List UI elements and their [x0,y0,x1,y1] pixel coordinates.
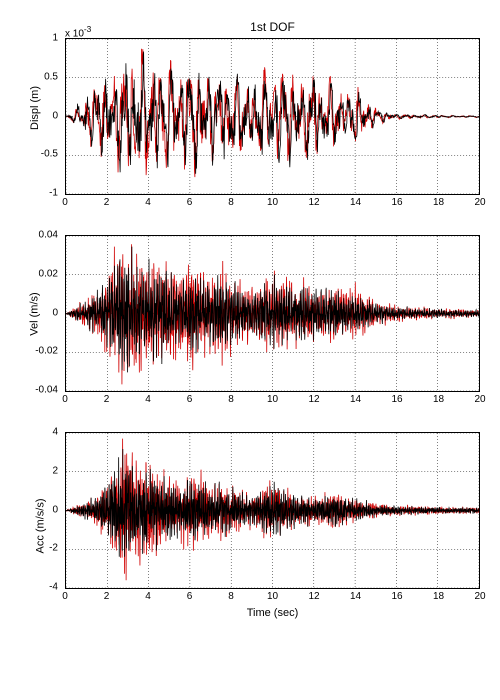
y-tick-label: 0.04 [39,230,58,241]
x-tick-label: 4 [145,394,151,405]
x-tick-label: 14 [350,197,361,208]
x-tick-label: 6 [187,197,193,208]
x-tick-label: 8 [228,394,234,405]
x-tick-label: 16 [391,197,402,208]
y-tick-labels: -4-2024 [10,432,62,587]
x-tick-label: 20 [474,197,485,208]
x-tick-label: 18 [433,197,444,208]
x-tick-label: 0 [62,591,68,602]
x-tick-label: 12 [308,394,319,405]
x-tick-label: 0 [62,197,68,208]
subplot-0: 1st DOFx 10-3Displ (m)-1-0.500.510246810… [10,20,490,195]
x-tick-labels: 02468101214161820 [65,195,480,210]
y-tick-label: 0 [52,504,58,515]
x-tick-label: 6 [187,591,193,602]
x-tick-label: 16 [391,394,402,405]
y-tick-label: 0.5 [44,71,58,82]
x-tick-label: 12 [308,591,319,602]
y-tick-label: -4 [49,582,58,593]
x-tick-label: 20 [474,394,485,405]
x-tick-label: 0 [62,394,68,405]
x-tick-label: 18 [433,591,444,602]
x-tick-label: 2 [104,394,110,405]
x-tick-label: 6 [187,394,193,405]
x-tick-label: 18 [433,394,444,405]
y-tick-label: 0 [52,110,58,121]
x-tick-label: 2 [104,197,110,208]
plot-area [65,38,480,195]
x-axis-label: Time (sec) [10,607,490,619]
y-tick-label: 0 [52,307,58,318]
x-tick-label: 2 [104,591,110,602]
plot-area [65,235,480,392]
subplot-2: Acc (m/s/s)-4-202402468101214161820Time … [10,432,490,619]
x-tick-labels: 02468101214161820 [65,392,480,407]
y-tick-label: 0.02 [39,268,58,279]
x-tick-label: 10 [267,591,278,602]
y-tick-labels: -1-0.500.51 [10,38,62,193]
x-tick-labels: 02468101214161820 [65,589,480,604]
subplot-1: Vel (m/s)-0.04-0.0200.020.04024681012141… [10,235,490,392]
y-tick-label: -2 [49,543,58,554]
x-tick-label: 4 [145,197,151,208]
y-tick-label: -0.04 [35,385,58,396]
x-tick-label: 20 [474,591,485,602]
series-black [66,449,479,557]
y-tick-label: -0.5 [41,149,58,160]
x-tick-label: 14 [350,394,361,405]
x-tick-label: 12 [308,197,319,208]
y-tick-label: -0.02 [35,346,58,357]
x-tick-label: 16 [391,591,402,602]
x-tick-label: 10 [267,197,278,208]
plot-area [65,432,480,589]
x-tick-label: 4 [145,591,151,602]
y-tick-label: 4 [52,427,58,438]
y-tick-label: 1 [52,33,58,44]
y-tick-label: -1 [49,188,58,199]
x-tick-label: 8 [228,591,234,602]
y-tick-labels: -0.04-0.0200.020.04 [10,235,62,390]
x-tick-label: 14 [350,591,361,602]
y-tick-label: 2 [52,465,58,476]
x-tick-label: 10 [267,394,278,405]
x-tick-label: 8 [228,197,234,208]
